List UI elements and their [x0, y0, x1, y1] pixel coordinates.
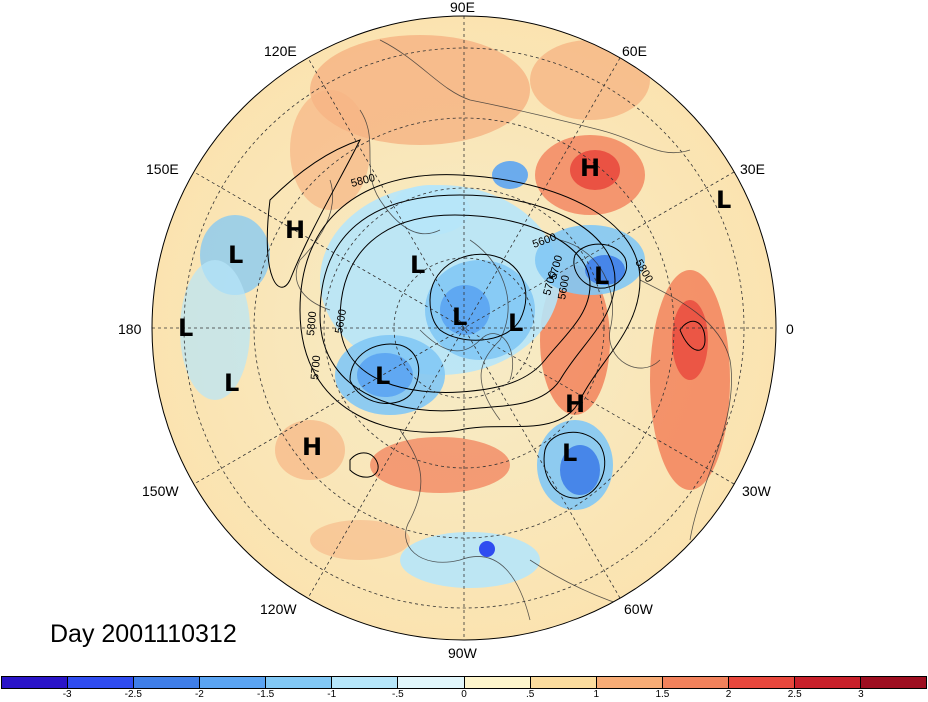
lon-label-60e: 60E: [622, 43, 647, 59]
center-label: L: [410, 251, 425, 279]
contour-label: 5600: [333, 308, 349, 334]
colorbar-cell: [134, 677, 201, 688]
lon-label-30w: 30W: [742, 483, 772, 499]
height-contours: [266, 139, 706, 499]
colorbar-cell: [332, 677, 399, 688]
longitude-labels: 90E 60E 30E 0 30W 60W 90W 120W 150W 180 …: [118, 0, 794, 661]
lon-label-180: 180: [118, 321, 142, 337]
lon-label-0: 0: [786, 321, 794, 337]
contour-label: 5600: [556, 274, 572, 300]
colorbar-cell: [728, 677, 795, 688]
center-label: H: [302, 433, 322, 461]
lon-label-90w: 90W: [448, 645, 478, 661]
center-label: L: [508, 309, 523, 337]
colorbar-tick-label: -2.5: [124, 689, 142, 700]
colorbar-tick-label: 1: [593, 689, 600, 700]
colorbar-tick-label: -3: [62, 689, 72, 700]
colorbar-tick-label: -1.5: [256, 689, 275, 700]
center-label: L: [224, 369, 239, 397]
lon-label-90e: 90E: [450, 0, 475, 15]
center-label: L: [452, 303, 467, 331]
colorbar-tick-label: 1.5: [655, 689, 670, 700]
colorbar-cell: [398, 677, 465, 688]
colorbar-tick-label: 0: [461, 689, 467, 700]
center-label: L: [178, 314, 193, 342]
colorbar-cell: [794, 677, 862, 688]
colorbar-cell: [464, 677, 531, 688]
center-label: L: [562, 439, 577, 467]
colorbar-cell: [530, 677, 597, 688]
day-label: Day 2001110312: [50, 620, 237, 648]
colorbar-cell: [861, 677, 927, 688]
map-boundary: [151, 15, 777, 641]
colorbar-cell: [200, 677, 267, 688]
lon-label-30e: 30E: [740, 161, 765, 177]
colorbar-tick-label: -2: [194, 689, 204, 700]
lon-label-150e: 150E: [146, 161, 179, 177]
colorbar-cell: [68, 677, 135, 688]
contour-label: 5700: [309, 355, 323, 380]
graticule: [152, 16, 776, 640]
center-label: H: [565, 390, 585, 418]
lon-label-120w: 120W: [260, 601, 297, 617]
center-label: L: [594, 262, 609, 290]
colorbar-ticks: -3 -2.5 -2 -1.5 -1 -.5 0 .5 1 1.5 2 2.5 3: [1, 689, 927, 702]
lon-label-120e: 120E: [264, 43, 297, 59]
colorbar-cell: [662, 677, 729, 688]
colorbar-tick-label: 2: [725, 689, 732, 700]
polar-map: 5800 5700 5600 5800 5600 5700 5700 5600 …: [118, 0, 794, 661]
colorbar-tick-label: 3: [858, 689, 864, 700]
contour-label: 5800: [305, 311, 319, 336]
center-label: L: [228, 241, 243, 269]
colorbar-cell: [2, 677, 69, 688]
center-label: L: [716, 186, 731, 214]
center-label: H: [285, 216, 305, 244]
pressure-centers: H H H H L L L L L L L L L L: [178, 154, 731, 467]
colorbar-tick-label: .5: [525, 689, 535, 700]
colorbar: [1, 676, 927, 689]
colorbar-cell: [266, 677, 333, 688]
coastlines: [295, 39, 732, 621]
lon-label-60w: 60W: [624, 601, 654, 617]
colorbar-tick-label: -.5: [392, 689, 404, 700]
center-label: L: [375, 362, 390, 390]
center-label: H: [580, 154, 600, 182]
colorbar-tick-label: 2.5: [787, 689, 802, 700]
lon-label-150w: 150W: [142, 483, 179, 499]
colorbar-tick-label: -1: [327, 689, 337, 700]
colorbar-cell: [596, 677, 663, 688]
